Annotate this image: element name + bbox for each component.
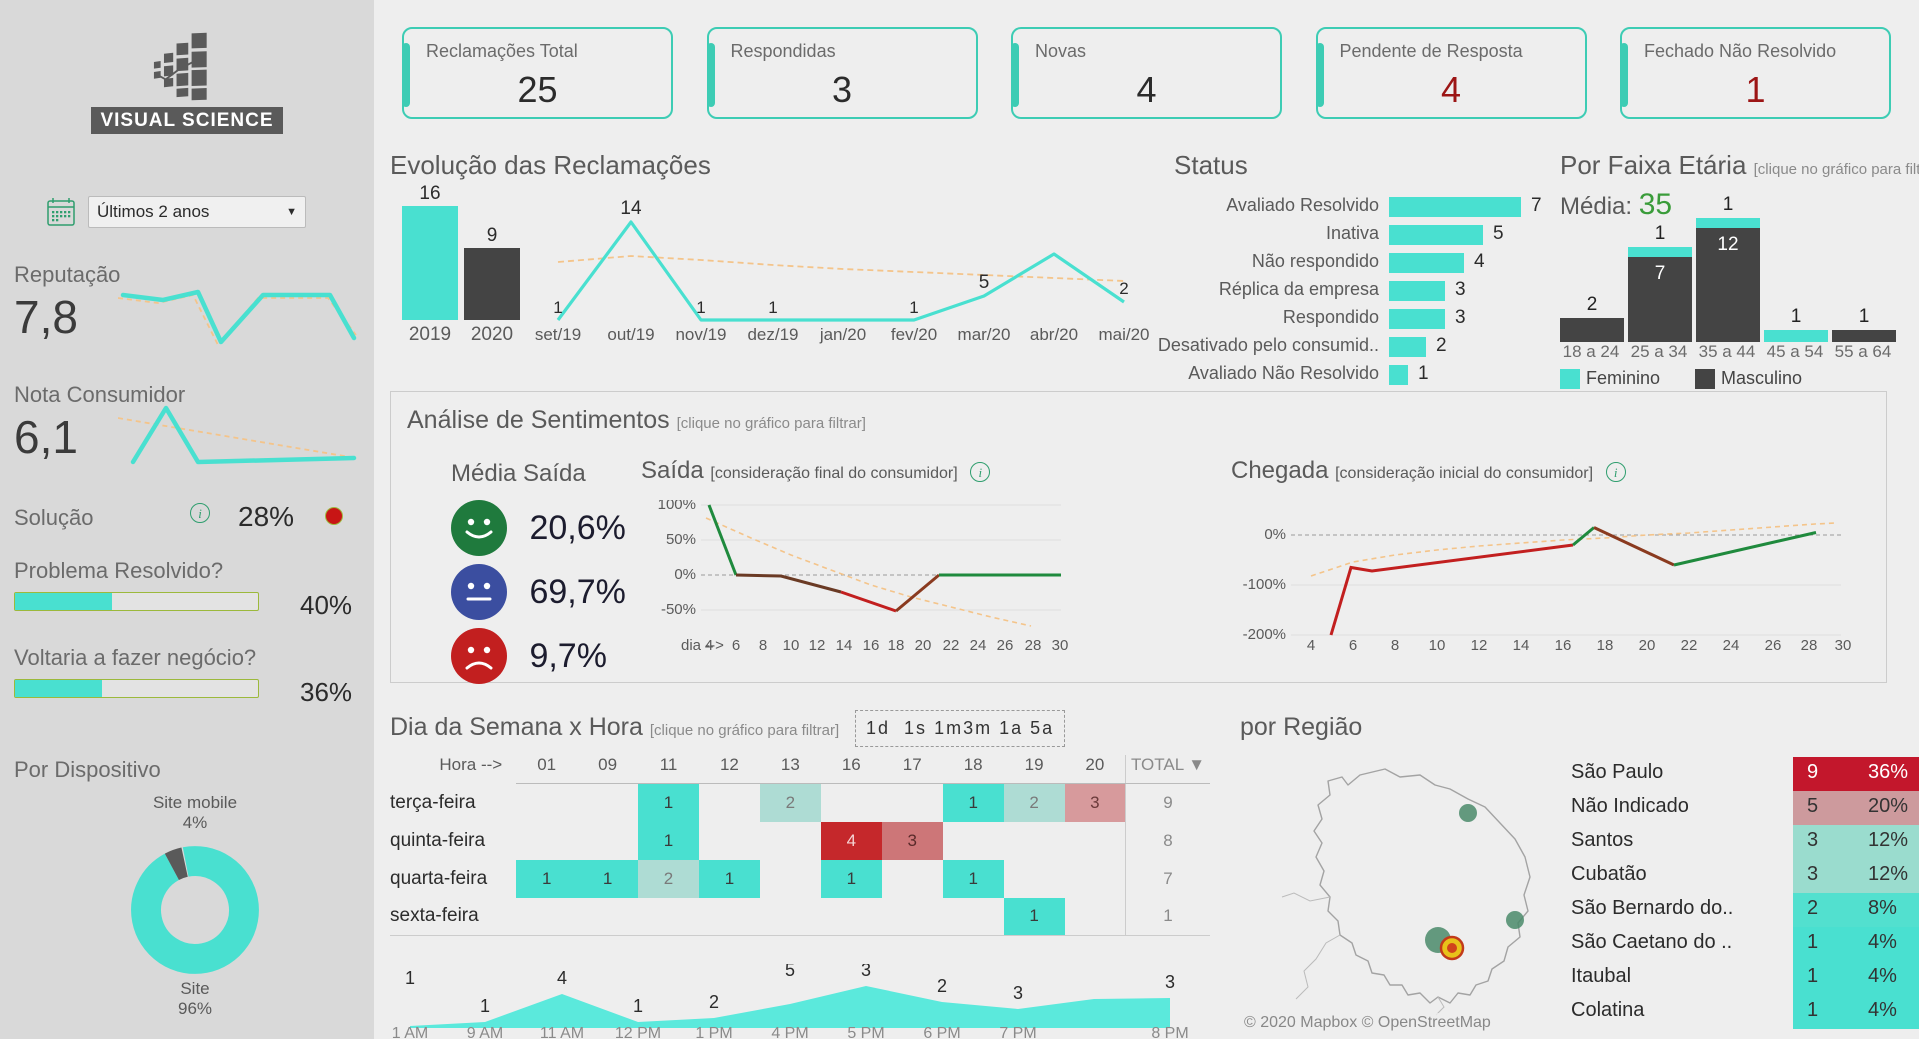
svg-text:0%: 0% <box>1264 526 1286 543</box>
svg-text:mai/20: mai/20 <box>1098 325 1149 344</box>
svg-text:1 PM: 1 PM <box>695 1025 732 1038</box>
svg-text:2: 2 <box>709 992 719 1012</box>
svg-text:2019: 2019 <box>409 324 451 345</box>
svg-text:14: 14 <box>836 637 853 654</box>
svg-text:4: 4 <box>705 637 713 654</box>
svg-text:3: 3 <box>1013 983 1023 1003</box>
svg-text:2: 2 <box>1119 279 1128 298</box>
svg-text:24: 24 <box>970 637 987 654</box>
svg-text:10: 10 <box>1429 637 1446 654</box>
svg-text:out/19: out/19 <box>607 325 654 344</box>
svg-text:0%: 0% <box>674 566 696 583</box>
svg-text:4: 4 <box>1307 637 1315 654</box>
svg-text:5: 5 <box>979 272 990 293</box>
svg-text:1: 1 <box>768 298 777 317</box>
svg-text:16: 16 <box>419 184 440 204</box>
svg-text:4: 4 <box>557 968 567 988</box>
svg-text:24: 24 <box>1723 637 1740 654</box>
svg-text:12: 12 <box>1471 637 1488 654</box>
svg-text:set/19: set/19 <box>535 325 581 344</box>
svg-text:3: 3 <box>861 964 871 980</box>
svg-text:1: 1 <box>480 996 490 1016</box>
svg-text:1 AM: 1 AM <box>392 1025 428 1038</box>
svg-text:14: 14 <box>620 198 642 219</box>
svg-text:16: 16 <box>1555 637 1572 654</box>
svg-text:22: 22 <box>943 637 960 654</box>
svg-text:6 PM: 6 PM <box>923 1025 960 1038</box>
svg-text:9 AM: 9 AM <box>467 1025 503 1038</box>
svg-text:20: 20 <box>915 637 932 654</box>
svg-text:dia -->: dia --> <box>681 637 724 654</box>
svg-text:3: 3 <box>1165 972 1175 992</box>
svg-text:5: 5 <box>785 964 795 980</box>
svg-text:28: 28 <box>1025 637 1042 654</box>
svg-text:abr/20: abr/20 <box>1030 325 1078 344</box>
svg-text:26: 26 <box>1765 637 1782 654</box>
svg-text:30: 30 <box>1835 637 1851 654</box>
svg-text:5 PM: 5 PM <box>847 1025 884 1038</box>
svg-text:14: 14 <box>1513 637 1530 654</box>
svg-text:12: 12 <box>809 637 826 654</box>
svg-text:2: 2 <box>937 976 947 996</box>
svg-text:20: 20 <box>1639 637 1656 654</box>
svg-text:jan/20: jan/20 <box>819 325 866 344</box>
svg-text:nov/19: nov/19 <box>675 325 726 344</box>
svg-text:26: 26 <box>997 637 1014 654</box>
svg-text:1: 1 <box>633 996 643 1016</box>
svg-text:8: 8 <box>759 637 767 654</box>
svg-text:-50%: -50% <box>661 601 696 618</box>
svg-text:9: 9 <box>487 225 498 246</box>
svg-text:6: 6 <box>732 637 740 654</box>
svg-text:50%: 50% <box>666 531 696 548</box>
svg-text:-100%: -100% <box>1243 576 1286 593</box>
svg-text:28: 28 <box>1801 637 1818 654</box>
svg-text:8 PM: 8 PM <box>1151 1025 1188 1038</box>
svg-text:1: 1 <box>405 968 415 988</box>
svg-text:1: 1 <box>909 298 918 317</box>
svg-text:mar/20: mar/20 <box>958 325 1011 344</box>
svg-text:2020: 2020 <box>471 324 513 345</box>
svg-text:-200%: -200% <box>1243 626 1286 643</box>
svg-text:1: 1 <box>553 298 562 317</box>
svg-text:10: 10 <box>783 637 800 654</box>
svg-text:100%: 100% <box>658 500 696 513</box>
svg-text:22: 22 <box>1681 637 1698 654</box>
svg-text:7 PM: 7 PM <box>999 1025 1036 1038</box>
svg-text:1: 1 <box>696 298 705 317</box>
svg-text:8: 8 <box>1391 637 1399 654</box>
svg-text:11 AM: 11 AM <box>540 1025 584 1038</box>
svg-text:18: 18 <box>1597 637 1614 654</box>
svg-text:6: 6 <box>1349 637 1357 654</box>
svg-text:dez/19: dez/19 <box>747 325 798 344</box>
svg-text:fev/20: fev/20 <box>891 325 937 344</box>
svg-text:30: 30 <box>1052 637 1069 654</box>
svg-text:16: 16 <box>863 637 880 654</box>
svg-text:4 PM: 4 PM <box>771 1025 808 1038</box>
svg-text:18: 18 <box>888 637 905 654</box>
svg-text:12 PM: 12 PM <box>615 1025 661 1038</box>
